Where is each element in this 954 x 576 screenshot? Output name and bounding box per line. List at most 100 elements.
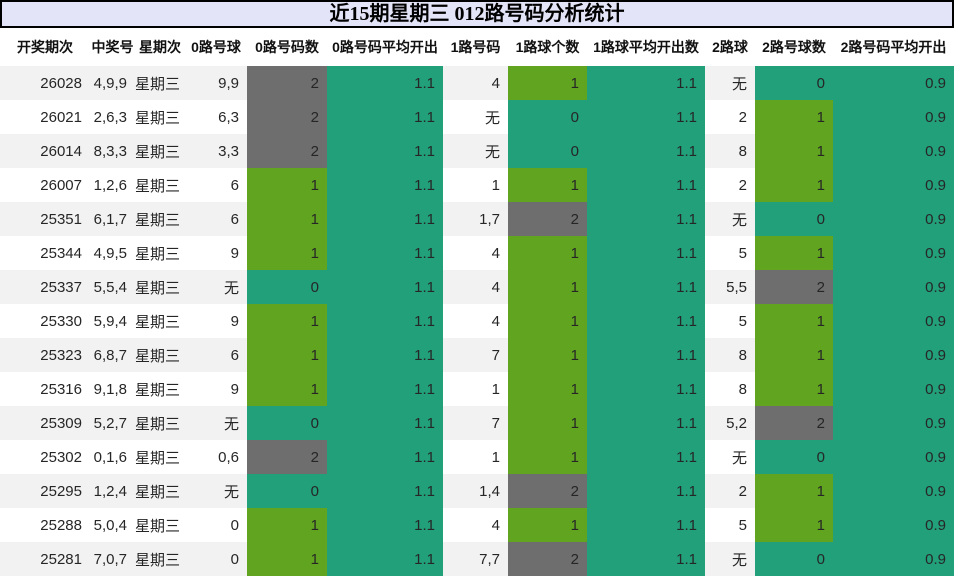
cell-a0: 1.1 xyxy=(327,474,443,508)
cell-a1: 1.1 xyxy=(587,406,705,440)
cell-a0: 1.1 xyxy=(327,440,443,474)
cell-r1: 1,4 xyxy=(443,474,508,508)
cell-week: 星期三 xyxy=(135,372,185,406)
table-row: 25302 0,1,6 星期三 0,6 2 1.1 1 1 1.1 无 0 0.9 xyxy=(0,440,954,474)
cell-a2: 0.9 xyxy=(833,372,954,406)
cell-c1: 1 xyxy=(508,168,587,202)
cell-week: 星期三 xyxy=(135,134,185,168)
cell-a0: 1.1 xyxy=(327,270,443,304)
cell-r1: 4 xyxy=(443,304,508,338)
cell-r2: 2 xyxy=(705,168,755,202)
cell-r1: 1 xyxy=(443,168,508,202)
cell-r0: 0 xyxy=(185,508,247,542)
cell-a2: 0.9 xyxy=(833,338,954,372)
cell-a2: 0.9 xyxy=(833,168,954,202)
cell-r2: 8 xyxy=(705,338,755,372)
cell-period: 25316 xyxy=(0,372,90,406)
cell-c1: 1 xyxy=(508,508,587,542)
cell-r2: 无 xyxy=(705,542,755,576)
cell-period: 26028 xyxy=(0,66,90,100)
cell-r0: 无 xyxy=(185,270,247,304)
cell-c1: 2 xyxy=(508,202,587,236)
table-row: 25316 9,1,8 星期三 9 1 1.1 1 1 1.1 8 1 0.9 xyxy=(0,372,954,406)
cell-c0: 2 xyxy=(247,440,327,474)
cell-a1: 1.1 xyxy=(587,202,705,236)
cell-c2: 2 xyxy=(755,406,833,440)
cell-a2: 0.9 xyxy=(833,474,954,508)
cell-r1: 4 xyxy=(443,236,508,270)
cell-a2: 0.9 xyxy=(833,304,954,338)
cell-r0: 0 xyxy=(185,542,247,576)
cell-c0: 1 xyxy=(247,338,327,372)
cell-c2: 0 xyxy=(755,440,833,474)
cell-week: 星期三 xyxy=(135,168,185,202)
cell-win: 1,2,4 xyxy=(90,474,135,508)
table-row: 25288 5,0,4 星期三 0 1 1.1 4 1 1.1 5 1 0.9 xyxy=(0,508,954,542)
col-header-r2: 2路球 xyxy=(705,28,755,66)
cell-win: 2,6,3 xyxy=(90,100,135,134)
cell-r2: 8 xyxy=(705,134,755,168)
cell-r2: 5 xyxy=(705,508,755,542)
cell-a0: 1.1 xyxy=(327,542,443,576)
cell-r2: 无 xyxy=(705,66,755,100)
cell-win: 5,9,4 xyxy=(90,304,135,338)
cell-r1: 无 xyxy=(443,100,508,134)
cell-period: 25344 xyxy=(0,236,90,270)
cell-c2: 1 xyxy=(755,372,833,406)
cell-week: 星期三 xyxy=(135,474,185,508)
col-header-r0: 0路号球 xyxy=(185,28,247,66)
cell-c0: 2 xyxy=(247,100,327,134)
cell-c0: 1 xyxy=(247,202,327,236)
cell-a2: 0.9 xyxy=(833,134,954,168)
cell-period: 25281 xyxy=(0,542,90,576)
cell-c0: 0 xyxy=(247,270,327,304)
table-row: 25344 4,9,5 星期三 9 1 1.1 4 1 1.1 5 1 0.9 xyxy=(0,236,954,270)
cell-r0: 6 xyxy=(185,168,247,202)
cell-a2: 0.9 xyxy=(833,406,954,440)
table-row: 26007 1,2,6 星期三 6 1 1.1 1 1 1.1 2 1 0.9 xyxy=(0,168,954,202)
cell-r2: 8 xyxy=(705,372,755,406)
cell-a2: 0.9 xyxy=(833,440,954,474)
page-title: 近15期星期三 012路号码分析统计 xyxy=(0,0,954,28)
cell-win: 6,1,7 xyxy=(90,202,135,236)
table-row: 25330 5,9,4 星期三 9 1 1.1 4 1 1.1 5 1 0.9 xyxy=(0,304,954,338)
cell-r0: 9 xyxy=(185,372,247,406)
cell-a0: 1.1 xyxy=(327,372,443,406)
header-row: 开奖期次 中奖号 星期次 0路号球 0路号码数 0路号码平均开出 1路号码 1路球个数 1路球平… xyxy=(0,28,954,66)
cell-r1: 1 xyxy=(443,440,508,474)
cell-r0: 6,3 xyxy=(185,100,247,134)
cell-r2: 无 xyxy=(705,202,755,236)
col-header-a1: 1路球平均开出数 xyxy=(587,28,705,66)
cell-week: 星期三 xyxy=(135,202,185,236)
cell-win: 9,1,8 xyxy=(90,372,135,406)
cell-r1: 1,7 xyxy=(443,202,508,236)
cell-win: 8,3,3 xyxy=(90,134,135,168)
cell-c2: 0 xyxy=(755,542,833,576)
cell-a0: 1.1 xyxy=(327,338,443,372)
cell-a1: 1.1 xyxy=(587,236,705,270)
cell-a2: 0.9 xyxy=(833,542,954,576)
col-header-c2: 2路号球数 xyxy=(755,28,833,66)
cell-a2: 0.9 xyxy=(833,236,954,270)
cell-week: 星期三 xyxy=(135,100,185,134)
cell-period: 25302 xyxy=(0,440,90,474)
cell-c0: 0 xyxy=(247,474,327,508)
cell-r2: 5 xyxy=(705,304,755,338)
table-row: 26021 2,6,3 星期三 6,3 2 1.1 无 0 1.1 2 1 0.9 xyxy=(0,100,954,134)
col-header-a2: 2路号码平均开出 xyxy=(833,28,954,66)
cell-a0: 1.1 xyxy=(327,168,443,202)
cell-a0: 1.1 xyxy=(327,134,443,168)
cell-c1: 1 xyxy=(508,338,587,372)
cell-period: 25330 xyxy=(0,304,90,338)
cell-r1: 7,7 xyxy=(443,542,508,576)
cell-a1: 1.1 xyxy=(587,134,705,168)
col-header-a0: 0路号码平均开出 xyxy=(327,28,443,66)
cell-c0: 2 xyxy=(247,134,327,168)
cell-c1: 2 xyxy=(508,474,587,508)
cell-week: 星期三 xyxy=(135,508,185,542)
cell-week: 星期三 xyxy=(135,440,185,474)
cell-c0: 1 xyxy=(247,542,327,576)
cell-r2: 2 xyxy=(705,474,755,508)
cell-a2: 0.9 xyxy=(833,202,954,236)
table-row: 25351 6,1,7 星期三 6 1 1.1 1,7 2 1.1 无 0 0.9 xyxy=(0,202,954,236)
